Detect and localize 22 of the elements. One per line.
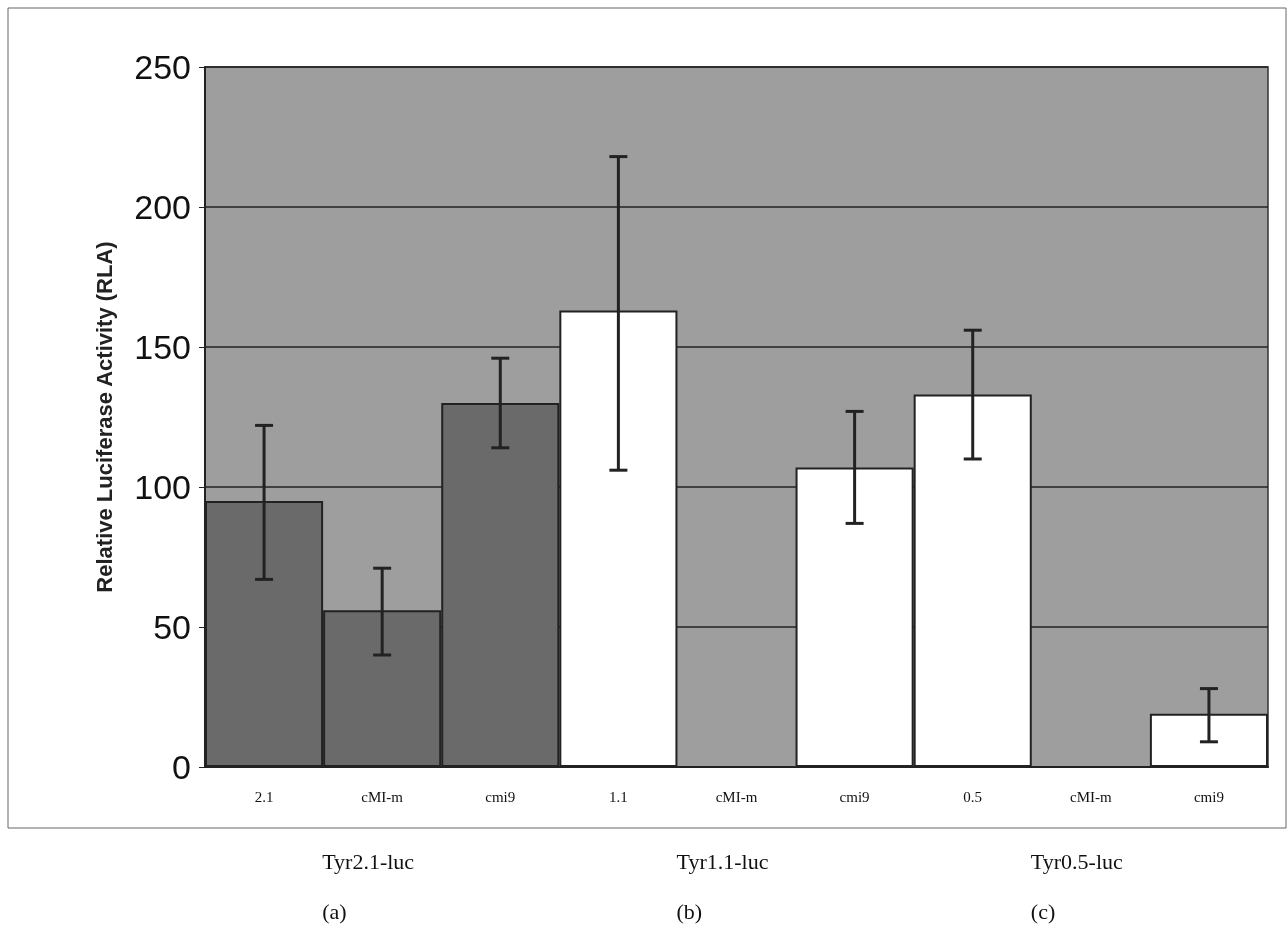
x-tick-label: cmi9 [485,788,516,805]
y-tick-label: 200 [134,188,191,226]
x-tick-label: cMI-m [1070,788,1112,805]
text: (c) [1030,898,1056,924]
y-tick-label: 50 [153,608,191,646]
x-tick-label: cMI-m [361,788,404,805]
x-tick-label: 0.5 [963,788,983,805]
text: Tyr0.5-luc [1030,848,1123,874]
text: (a) [322,898,347,924]
y-tick-label: 0 [172,748,191,786]
x-tick-label: cmi9 [1193,788,1224,805]
x-tick-label: cmi9 [839,788,870,805]
text: Tyr1.1-luc [676,848,769,874]
y-axis-title: Relative Luciferase Activity (RLA) [91,241,117,593]
y-tick-label: 150 [134,328,191,366]
y-tick-label: 100 [134,468,191,506]
text: Tyr2.1-luc [322,848,415,874]
y-tick-label: 250 [134,48,191,86]
x-tick-label: cMI-m [715,788,758,805]
x-tick-label: 1.1 [609,788,628,805]
text: (b) [676,898,703,924]
x-tick-label: 2.1 [254,788,274,805]
